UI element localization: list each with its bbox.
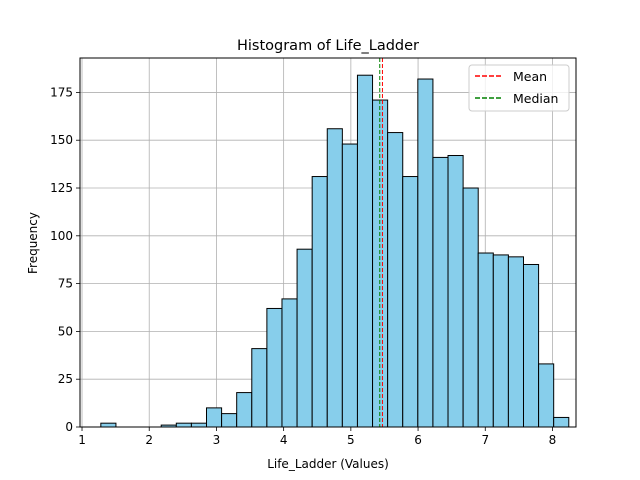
legend: Mean Median bbox=[468, 64, 570, 112]
histogram-bar bbox=[477, 252, 494, 428]
histogram-bar bbox=[462, 187, 479, 428]
reference-lines bbox=[379, 58, 383, 427]
x-tick-label: 5 bbox=[347, 433, 355, 447]
histogram-bar bbox=[100, 422, 117, 428]
x-tick-label: 3 bbox=[213, 433, 221, 447]
histogram-bar bbox=[538, 363, 555, 428]
y-tick-label: 75 bbox=[58, 277, 73, 291]
legend-mean-label: Mean bbox=[513, 69, 547, 84]
y-tick-label: 150 bbox=[50, 133, 73, 147]
chart-title: Histogram of Life_Ladder bbox=[237, 38, 419, 54]
x-tick-label: 2 bbox=[145, 433, 153, 447]
histogram-bar bbox=[356, 74, 374, 428]
y-axis-label: Frequency bbox=[26, 212, 40, 274]
histogram-bar bbox=[236, 392, 253, 428]
histogram-bar bbox=[492, 254, 509, 428]
histogram-bar bbox=[311, 176, 328, 428]
histogram-bar bbox=[417, 78, 434, 428]
histogram-bar bbox=[221, 413, 238, 428]
legend-median-label: Median bbox=[513, 91, 558, 106]
y-tick-label: 50 bbox=[58, 324, 73, 338]
histogram-bar bbox=[190, 422, 208, 428]
histogram-bar bbox=[402, 176, 419, 428]
histogram-bar bbox=[175, 422, 192, 428]
histogram-bar bbox=[522, 263, 540, 428]
y-tick-label: 125 bbox=[50, 181, 73, 195]
y-tick-label: 175 bbox=[50, 85, 73, 99]
histogram-bars bbox=[100, 74, 570, 428]
histogram-bar bbox=[507, 256, 524, 428]
plot-area-frame bbox=[79, 57, 577, 428]
histogram-bar bbox=[206, 407, 223, 428]
histogram-bar bbox=[432, 156, 449, 428]
x-axis-ticks: 1 2 3 4 5 6 7 8 bbox=[78, 427, 556, 447]
y-tick-label: 25 bbox=[58, 372, 73, 386]
histogram-bar bbox=[341, 143, 358, 428]
histogram-bar bbox=[266, 307, 283, 428]
histogram-bar bbox=[251, 348, 268, 428]
histogram-bar bbox=[281, 298, 298, 428]
histogram-bar bbox=[447, 155, 464, 428]
y-axis-ticks: 0 25 50 75 100 125 150 175 bbox=[50, 85, 80, 434]
histogram-bar bbox=[296, 248, 313, 428]
histogram-bar bbox=[387, 132, 404, 428]
y-tick-label: 100 bbox=[50, 229, 73, 243]
x-tick-label: 6 bbox=[414, 433, 422, 447]
y-tick-label: 0 bbox=[65, 420, 73, 434]
x-axis-label: Life_Ladder (Values) bbox=[267, 457, 389, 471]
histogram-bar bbox=[553, 416, 570, 428]
x-tick-label: 7 bbox=[481, 433, 489, 447]
x-tick-label: 8 bbox=[549, 433, 557, 447]
x-tick-label: 1 bbox=[78, 433, 86, 447]
x-tick-label: 4 bbox=[280, 433, 288, 447]
histogram-bar bbox=[326, 128, 343, 428]
